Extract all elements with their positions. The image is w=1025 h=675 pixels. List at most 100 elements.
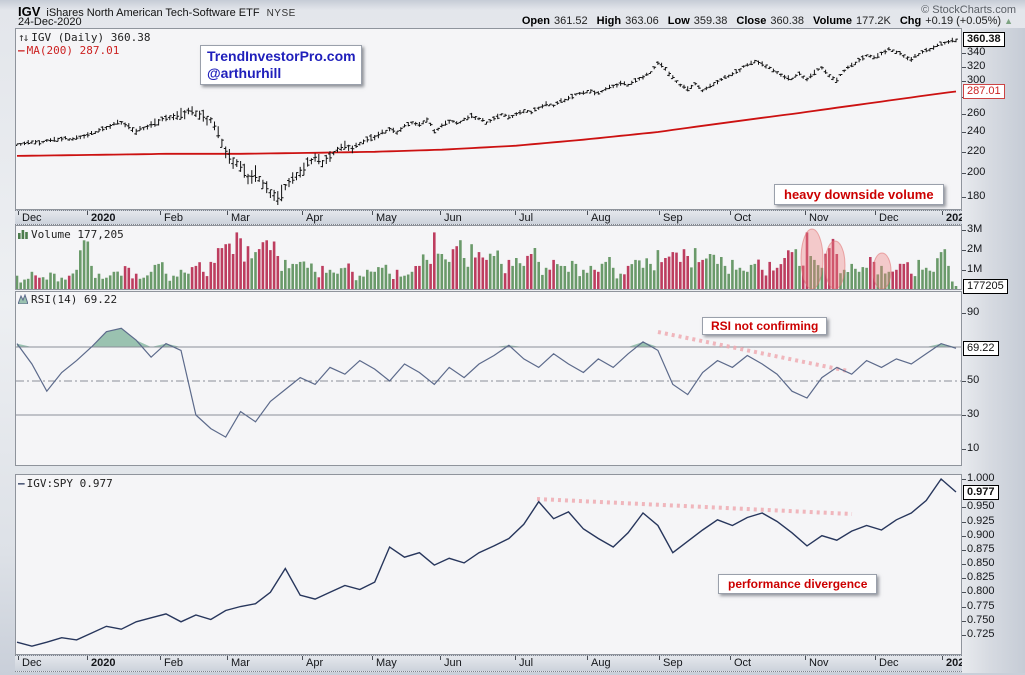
y-axis-tick	[962, 113, 966, 115]
y-axis-strip: 3403203002802602402202001803M2M1M9050301…	[962, 28, 1025, 673]
copyright-notice: © StockCharts.com	[921, 4, 1016, 16]
ma-legend-text: MA(200) 287.01	[26, 44, 120, 57]
quote-value: +0.19 (+0.05%)	[925, 15, 1002, 27]
y-axis-tick	[962, 53, 966, 54]
quote-value: 360.38	[770, 15, 805, 27]
y-axis-tick	[962, 66, 966, 68]
line-swatch-icon: —	[18, 44, 25, 57]
y-axis-tick	[962, 415, 966, 416]
x-axis-bottom: Dec 2020 Feb Mar Apr May Jun Jul Aug Sep Oct Nov Dec…	[15, 655, 970, 672]
month-label: Dec	[22, 657, 42, 669]
quote-value: 361.52	[554, 15, 588, 27]
month-label: Feb	[164, 212, 183, 224]
watermark-line2: @arthurhill	[207, 65, 282, 81]
x-axis-top: Dec 2020 Feb Mar Apr May Jun Jul Aug Sep Oct Nov Dec…	[15, 210, 970, 225]
month-tick	[227, 211, 228, 215]
month-tick	[440, 656, 441, 660]
quote-label: Volume	[813, 15, 852, 27]
y-axis-tick	[962, 269, 966, 271]
exchange-label: NYSE	[266, 8, 296, 19]
month-label: Jul	[519, 657, 534, 669]
y-axis-tick	[962, 578, 966, 580]
price-legend-text: IGV (Daily) 360.38	[31, 31, 151, 44]
quote-value: 359.38	[693, 15, 728, 27]
ratio-value-box: 0.977	[963, 485, 999, 500]
month-label: Sep	[663, 657, 683, 669]
y-axis-label: 0.750	[967, 613, 995, 626]
month-tick	[587, 656, 588, 660]
ratio-panel[interactable]	[15, 474, 962, 655]
y-axis-label: 0.850	[967, 557, 995, 569]
month-tick	[942, 211, 943, 215]
y-axis-label: 200	[967, 166, 986, 179]
quote-bar: Open 361.52 High 363.06 Low 359.38 Close 360.38…	[513, 15, 1013, 27]
month-tick	[730, 656, 731, 660]
y-axis-label: 3M	[967, 223, 983, 236]
y-axis-tick	[962, 535, 966, 537]
y-axis-label: 220	[967, 144, 986, 157]
month-tick	[302, 211, 303, 215]
month-label: Oct	[734, 657, 752, 669]
volume-legend: Volume 177,205	[18, 228, 124, 242]
month-label: Apr	[306, 212, 324, 224]
month-tick	[160, 211, 161, 215]
y-axis-label: 240	[967, 125, 986, 138]
y-axis-label: 0.825	[967, 571, 995, 584]
change-up-triangle-icon: ▲	[1004, 16, 1013, 26]
rsi-area-icon	[17, 293, 29, 307]
y-axis-label: 1.000	[967, 472, 995, 484]
y-axis-label: 180	[967, 190, 986, 203]
month-label: Dec	[22, 212, 42, 224]
y-axis-tick	[962, 564, 966, 565]
month-tick	[875, 211, 876, 215]
month-tick	[302, 656, 303, 660]
watermark-line1: TrendInvestorPro.com	[207, 48, 356, 64]
line-swatch-icon: —	[18, 477, 25, 490]
month-tick	[875, 656, 876, 660]
month-tick	[515, 656, 516, 660]
ma-legend: — MA(200) 287.01	[18, 44, 119, 57]
y-axis-label: 0.775	[967, 599, 995, 612]
y-axis-tick	[962, 606, 966, 608]
y-axis-label: 0.900	[967, 528, 995, 541]
trendinvestorpro-watermark: TrendInvestorPro.com @arthurhill	[200, 45, 362, 85]
month-label: Jun	[444, 657, 462, 669]
ratio-legend-text: IGV:SPY 0.977	[26, 477, 113, 490]
callout-rsi-not-confirming: RSI not confirming	[702, 317, 828, 335]
updown-arrows-icon: ↑↓	[18, 31, 29, 44]
month-label: Jun	[444, 212, 462, 224]
ratio-legend: — IGV:SPY 0.977	[18, 477, 113, 490]
month-tick	[942, 656, 943, 660]
month-label: 2020	[91, 657, 116, 669]
price-panel[interactable]	[15, 28, 962, 210]
y-axis-label: 2M	[967, 243, 983, 256]
y-axis-label: 30	[967, 408, 980, 420]
y-axis-label: 0.725	[967, 627, 995, 640]
y-axis-label: 0.950	[967, 500, 995, 513]
y-axis-label: 50	[967, 374, 980, 386]
y-axis-label: 320	[967, 59, 986, 72]
month-tick	[515, 211, 516, 215]
y-axis-label: 0.875	[967, 542, 995, 555]
month-tick	[730, 211, 731, 215]
month-tick	[87, 656, 88, 660]
volume-value-box: 177205	[963, 279, 1008, 294]
month-tick	[87, 211, 88, 215]
y-axis-label: 0.925	[967, 514, 995, 527]
month-label: Aug	[591, 657, 611, 669]
volume-panel[interactable]	[15, 225, 962, 290]
y-axis-tick	[962, 479, 966, 480]
month-label: Mar	[231, 212, 250, 224]
quote-label: Chg	[899, 15, 922, 27]
month-tick	[18, 211, 19, 215]
month-tick	[227, 656, 228, 660]
month-label: Apr	[306, 657, 324, 669]
month-label: Sep	[663, 212, 683, 224]
y-axis-tick	[962, 250, 966, 252]
month-tick	[440, 211, 441, 215]
month-tick	[372, 211, 373, 215]
y-axis-label: 10	[967, 442, 980, 454]
quote-label: Low	[667, 15, 690, 27]
month-tick	[587, 211, 588, 215]
y-axis-tick	[962, 549, 966, 551]
